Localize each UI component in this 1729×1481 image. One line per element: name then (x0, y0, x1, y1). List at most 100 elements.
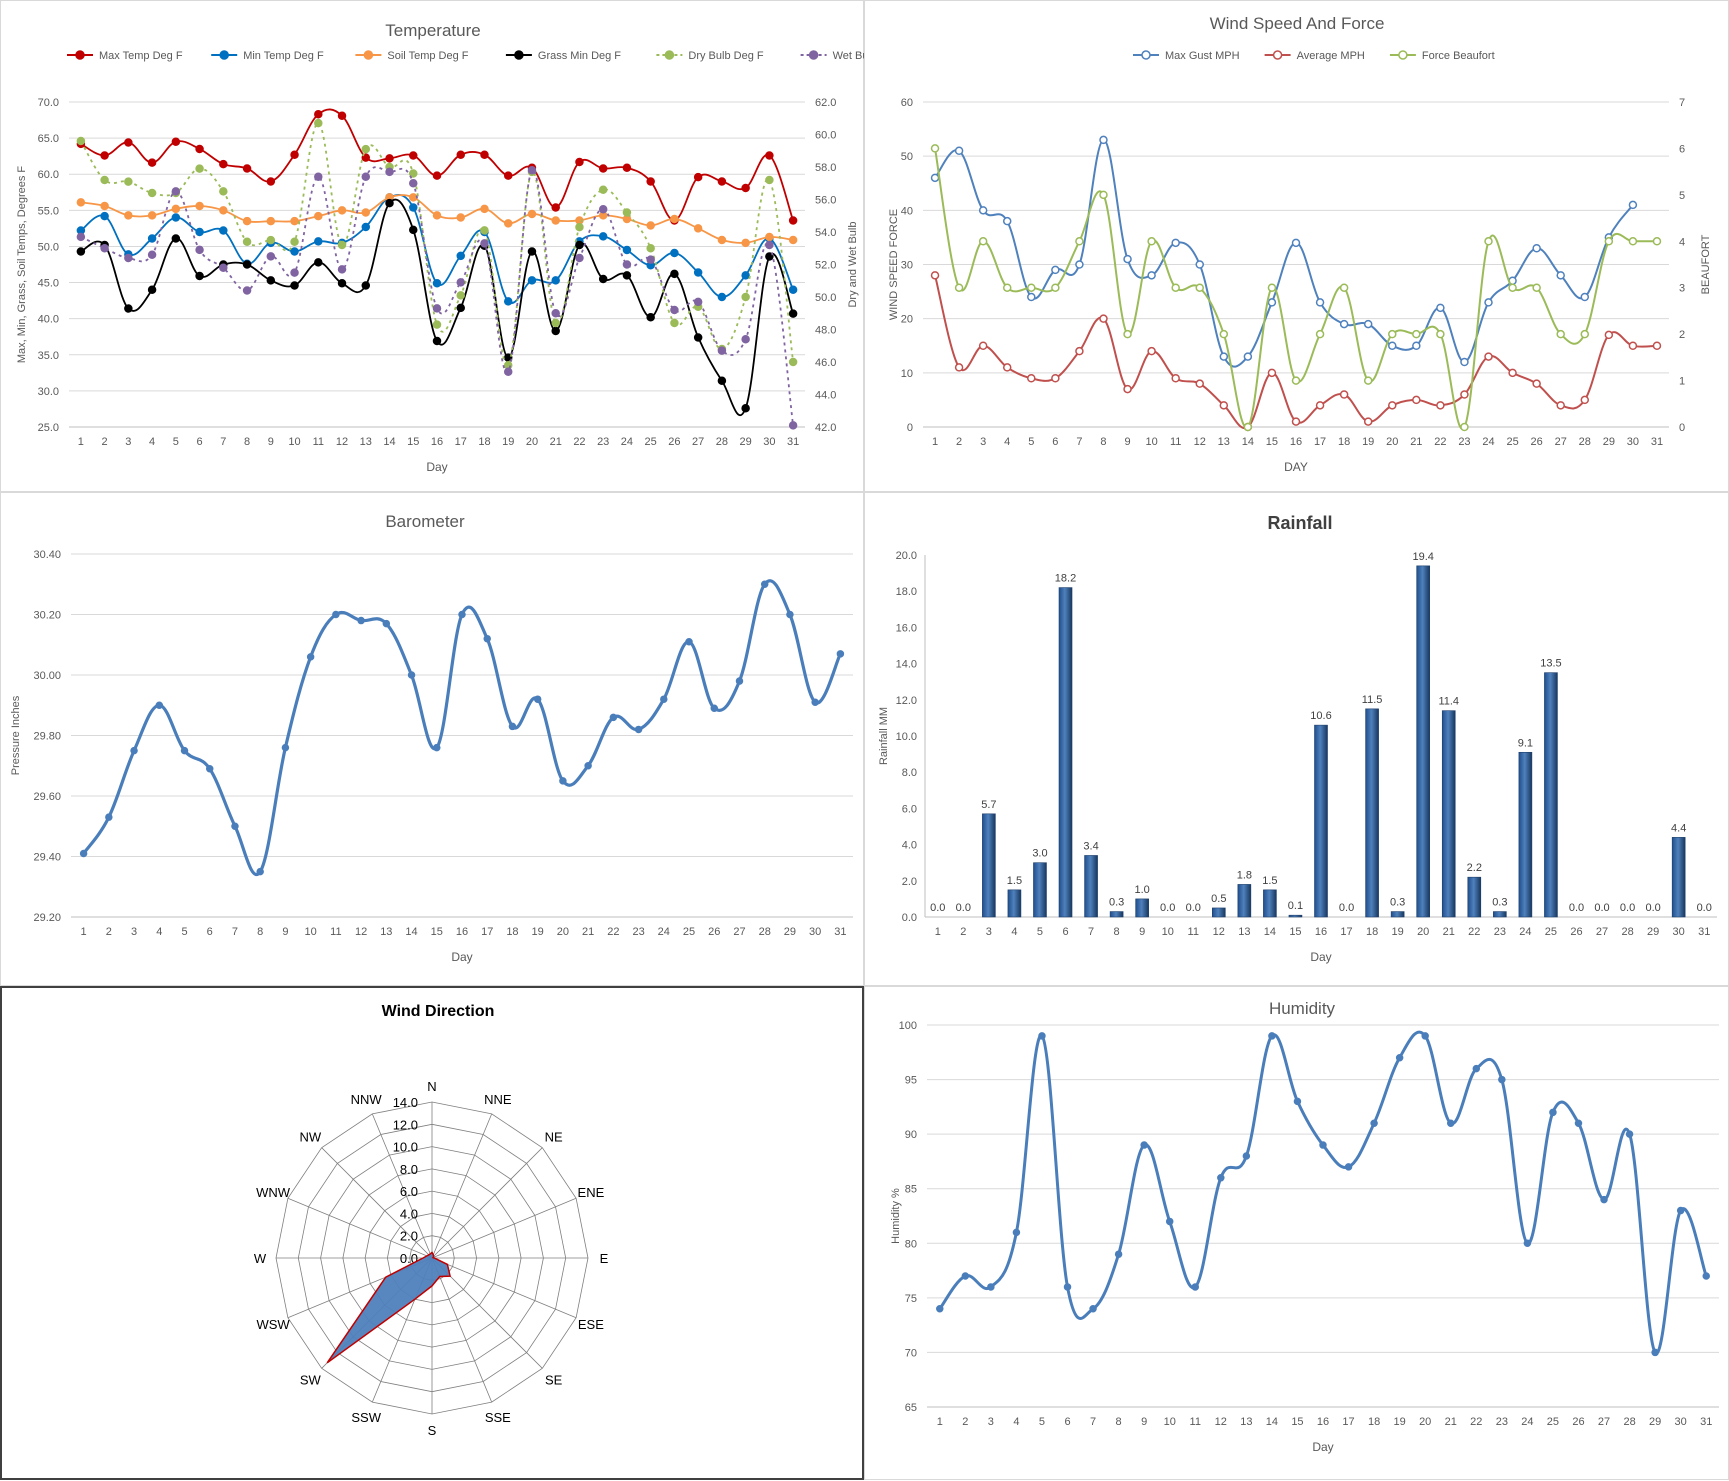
data-point (788, 235, 798, 245)
x-tick-label: 21 (1410, 436, 1422, 448)
x-tick-label: 23 (1496, 1416, 1508, 1428)
bar (1288, 914, 1303, 918)
data-point (1412, 329, 1421, 339)
data-point (100, 151, 109, 160)
data-point (219, 263, 228, 272)
data-label: 2.2 (1467, 862, 1482, 874)
radial-tick-label: 12.0 (393, 1117, 418, 1132)
data-point (622, 245, 632, 255)
x-tick-label: 6 (1062, 926, 1068, 938)
data-label: 0.0 (1569, 902, 1584, 914)
data-point (361, 222, 371, 232)
data-point (936, 1305, 944, 1313)
x-tick-label: 23 (1458, 436, 1470, 448)
data-point (1140, 1141, 1148, 1149)
x-tick-label: 15 (407, 436, 419, 448)
data-label: 0.0 (1186, 902, 1201, 914)
data-label: 4.4 (1671, 822, 1686, 834)
x-tick-label: 1 (81, 926, 87, 938)
x-tick-label: 6 (197, 436, 203, 448)
data-point (575, 240, 584, 250)
data-point (314, 237, 323, 246)
data-point (741, 403, 750, 413)
data-point (242, 216, 252, 226)
x-tick-label: 3 (980, 436, 986, 448)
data-point (1099, 190, 1108, 200)
data-point (609, 713, 618, 722)
x-tick-label: 7 (1076, 436, 1082, 448)
x-tick-label: 31 (1651, 436, 1663, 448)
data-point (1267, 368, 1277, 378)
data-point (1600, 1195, 1608, 1204)
data-point (1165, 1217, 1174, 1226)
data-point (290, 216, 299, 226)
data-point (314, 211, 323, 221)
x-tick-label: 1 (937, 1416, 943, 1428)
x-tick-label: 26 (1531, 436, 1543, 448)
data-point (788, 216, 798, 225)
y-axis-label: Max, Min, Grass, Soil Temps, Degrees F (16, 166, 28, 364)
data-point (1051, 374, 1060, 383)
y2-tick-label: 7 (1679, 97, 1685, 109)
series-line (80, 122, 794, 367)
data-point (105, 813, 113, 821)
data-point (130, 746, 138, 755)
data-point (407, 671, 416, 679)
data-point (1652, 237, 1662, 246)
legend-label: Force Beaufort (1422, 50, 1495, 62)
radar-spoke (287, 1197, 433, 1259)
data-point (1508, 283, 1517, 292)
data-point (147, 285, 157, 295)
data-point (480, 150, 489, 159)
direction-label: NNW (351, 1092, 383, 1107)
data-point (670, 214, 679, 224)
y2-tick-label: 48.0 (815, 325, 836, 337)
data-point (124, 304, 133, 313)
x-tick-label: 28 (1579, 436, 1591, 448)
y-tick-label: 30.20 (33, 610, 61, 622)
data-point (710, 704, 719, 713)
data-point (598, 164, 608, 173)
x-tick-label: 13 (1218, 436, 1230, 448)
data-point (788, 357, 798, 367)
radial-tick-label: 14.0 (393, 1095, 418, 1110)
y-tick-label: 80 (905, 1238, 917, 1250)
x-tick-label: 26 (708, 926, 720, 938)
data-point (717, 346, 727, 355)
x-tick-label: 27 (1555, 436, 1567, 448)
x-tick-label: 6 (1064, 1416, 1070, 1428)
data-point (788, 309, 798, 318)
y2-tick-label: 0 (1679, 422, 1685, 434)
data-point (1580, 292, 1590, 302)
y-tick-label: 60.0 (38, 169, 59, 181)
x-tick-label: 2 (962, 1416, 968, 1428)
legend-swatch-marker (808, 50, 819, 60)
data-point (559, 777, 567, 785)
data-point (219, 206, 228, 215)
data-point (987, 1283, 995, 1291)
data-point (930, 144, 940, 153)
x-tick-label: 3 (986, 926, 992, 938)
x-tick-label: 1 (935, 926, 941, 938)
data-point (195, 201, 204, 211)
data-point (685, 637, 693, 646)
wind-speed-panel: Wind Speed And Force 0 10 20 30 40 50 60 0 1 2 3 4 5 6… (864, 0, 1729, 492)
data-point (409, 203, 418, 212)
y2-tick-label: 5 (1679, 190, 1685, 202)
bar (1365, 708, 1379, 918)
x-tick-label: 26 (1572, 1416, 1584, 1428)
legend-swatch-marker (75, 50, 85, 60)
data-point (100, 175, 109, 185)
data-point (1484, 298, 1493, 307)
data-point (1099, 135, 1108, 145)
data-point (1625, 1130, 1634, 1138)
data-point (1268, 1032, 1276, 1040)
data-point (1523, 1239, 1532, 1248)
data-point (1195, 260, 1204, 269)
data-point (266, 276, 276, 285)
x-tick-label: 4 (149, 436, 155, 448)
data-point (693, 224, 703, 233)
data-point (575, 157, 584, 167)
data-point (1388, 341, 1397, 350)
data-point (385, 198, 394, 208)
